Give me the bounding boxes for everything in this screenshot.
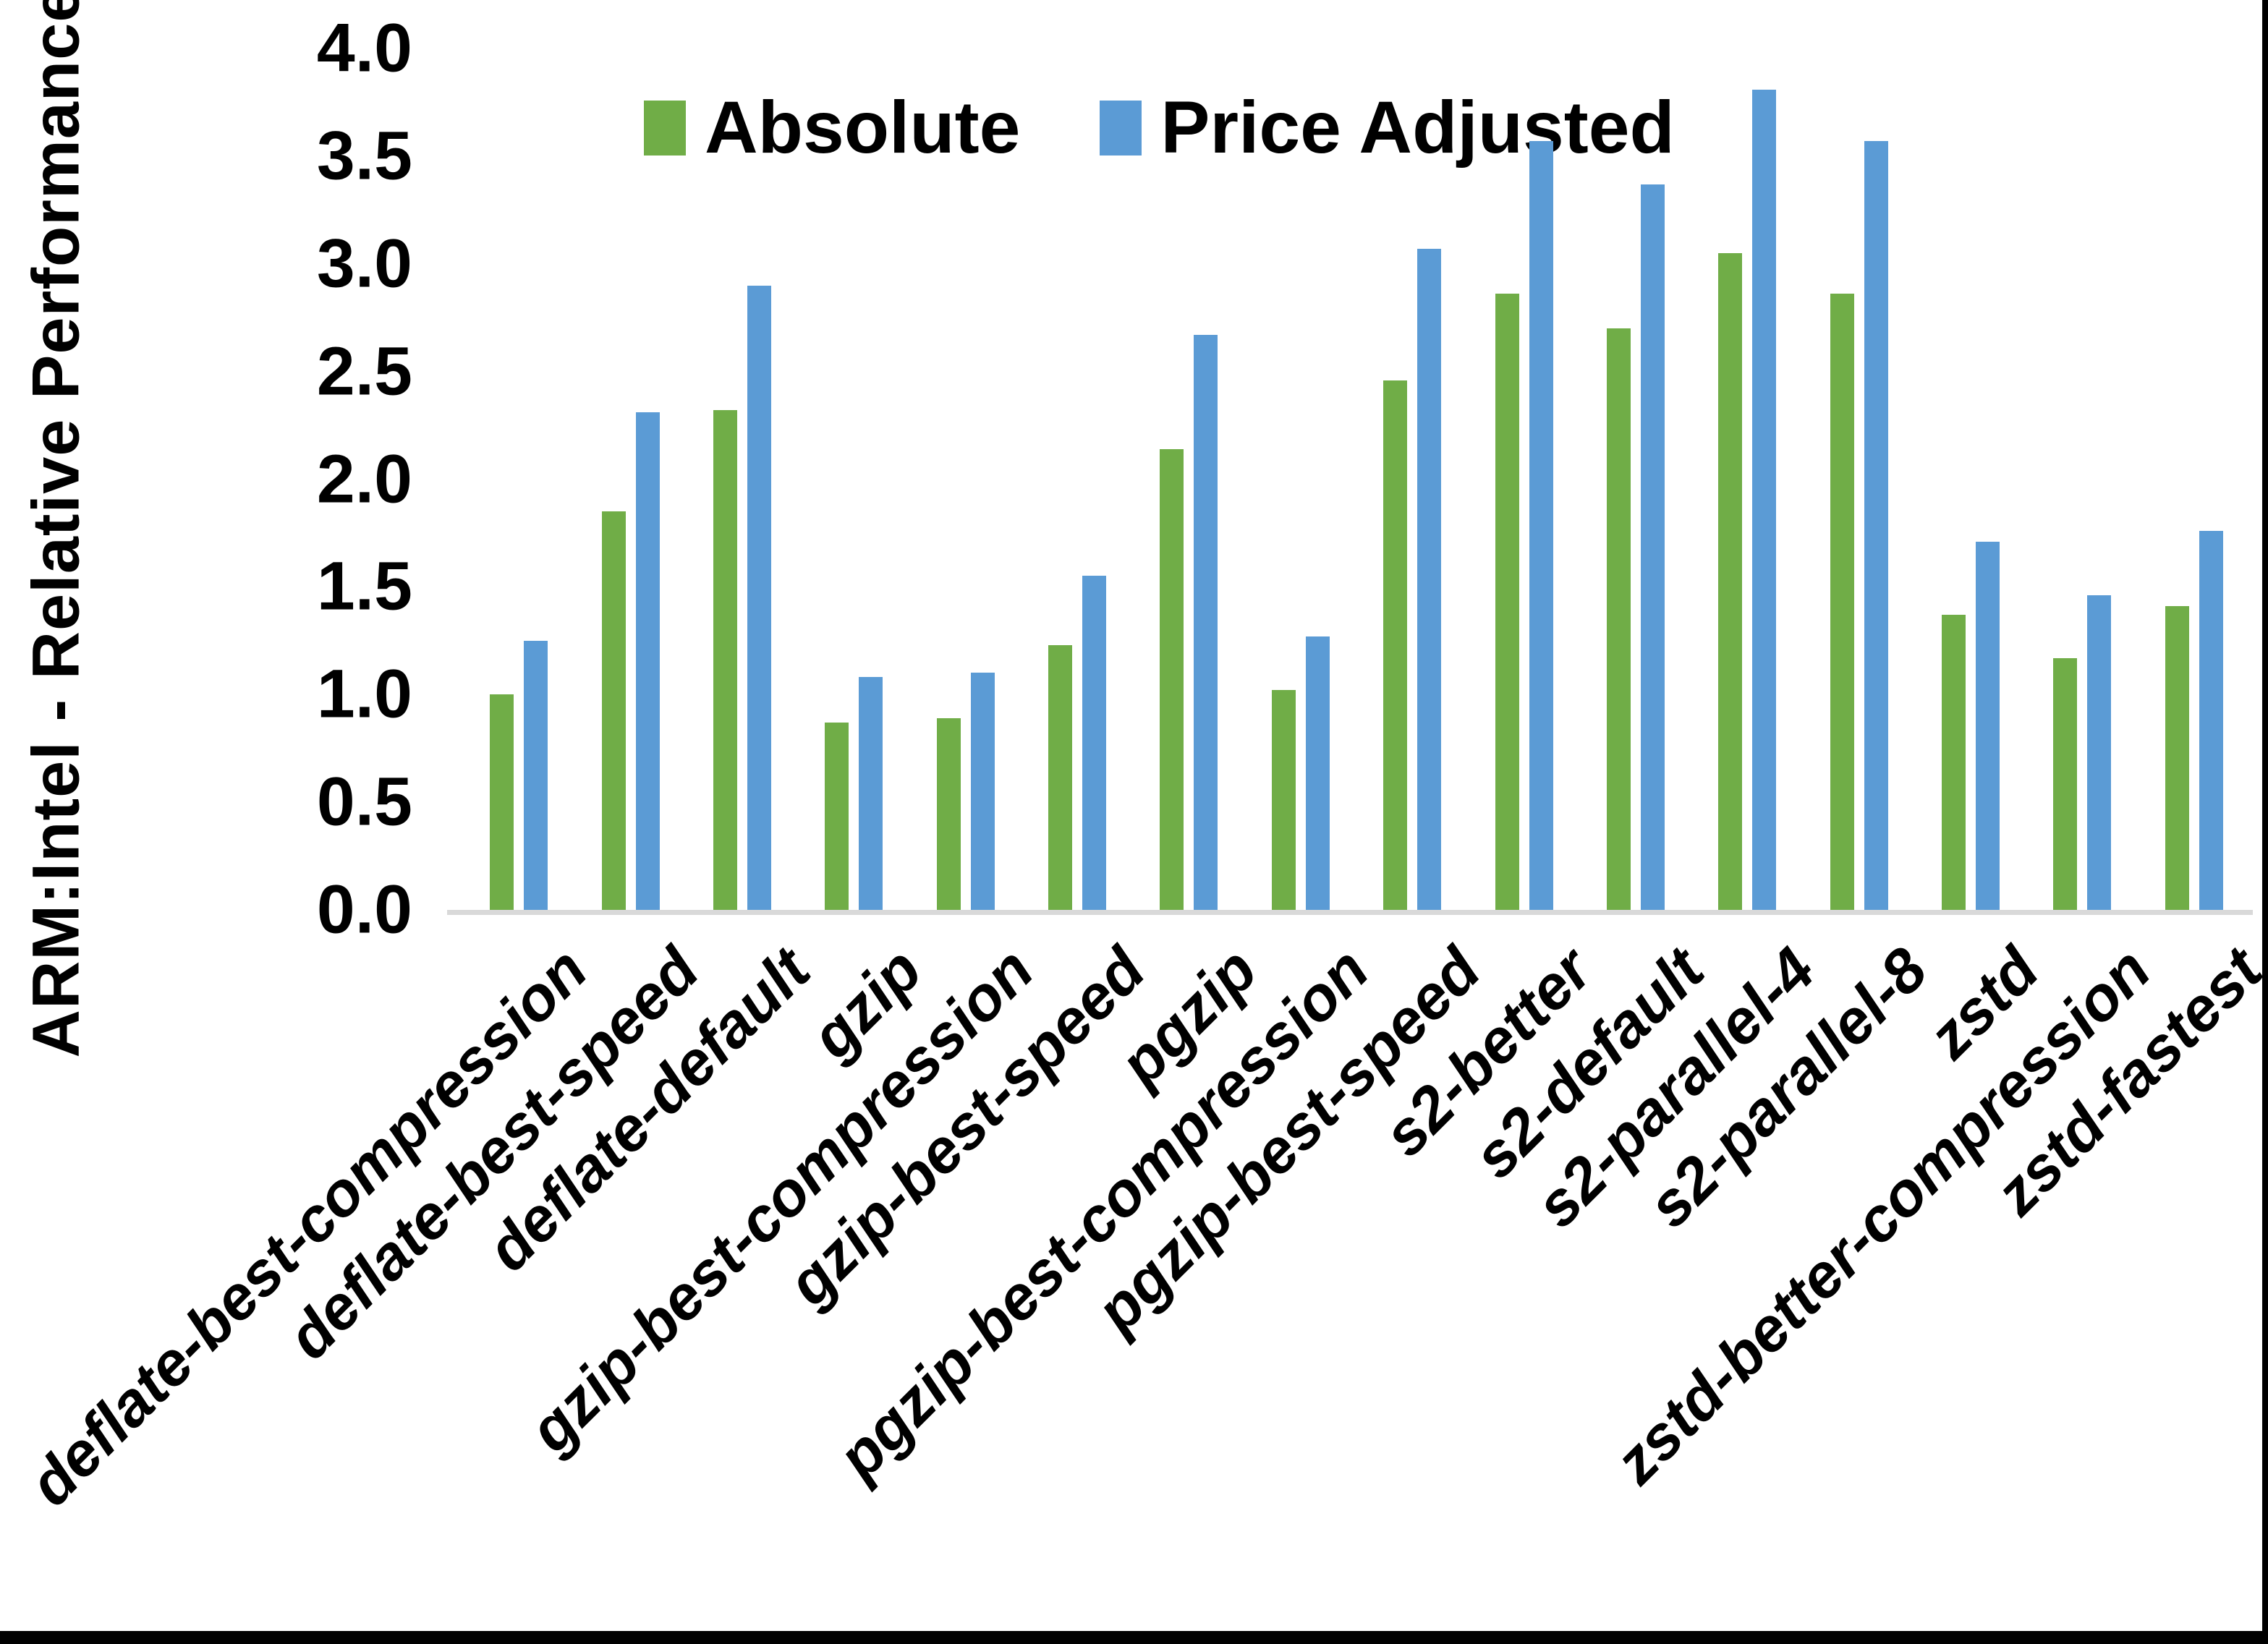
y-tick-label-2.5: 2.5 xyxy=(316,333,412,410)
bar-absolute-s2-parallel-8 xyxy=(1830,294,1854,910)
bar-price-adjusted-pgzip-best-compression xyxy=(1305,636,1330,910)
bar-absolute-pgzip-best-compression xyxy=(1271,690,1296,910)
bar-absolute-s2-parallel-4 xyxy=(1718,252,1743,910)
bar-absolute-pgzip-best-speed xyxy=(1383,380,1408,910)
bar-price-adjusted-zstd-better-compression xyxy=(2087,595,2112,910)
bar-absolute-zstd-better-compression xyxy=(2053,657,2078,910)
bar-absolute-s2-default xyxy=(1606,328,1631,910)
legend-swatch-price-adjusted xyxy=(1100,100,1142,156)
bar-price-adjusted-deflate-best-speed xyxy=(635,412,660,910)
legend-item-absolute: Absolute xyxy=(644,85,1020,170)
legend: Absolute Price Adjusted xyxy=(644,85,1675,170)
y-tick-label-1.0: 1.0 xyxy=(316,655,412,733)
bar-absolute-deflate-default xyxy=(713,410,737,910)
legend-swatch-absolute xyxy=(644,100,686,156)
y-tick-label-3.5: 3.5 xyxy=(316,117,412,195)
bar-absolute-deflate-best-speed xyxy=(601,511,626,910)
y-tick-label-4.0: 4.0 xyxy=(316,9,412,87)
y-tick-label-0.5: 0.5 xyxy=(316,763,412,840)
bar-absolute-zstd-fastest xyxy=(2165,606,2189,910)
bar-price-adjusted-gzip xyxy=(859,677,883,910)
bar-price-adjusted-deflate-best-compression xyxy=(524,640,548,910)
bar-price-adjusted-gzip-best-speed xyxy=(1082,576,1107,910)
bar-price-adjusted-s2-parallel-8 xyxy=(1864,141,1888,910)
page-border-bottom xyxy=(0,1631,2268,1644)
bar-absolute-gzip xyxy=(825,722,849,910)
y-tick-label-3.0: 3.0 xyxy=(316,225,412,302)
y-tick-label-1.5: 1.5 xyxy=(316,548,412,625)
legend-label-absolute: Absolute xyxy=(705,86,1021,169)
legend-item-price-adjusted: Price Adjusted xyxy=(1100,85,1675,170)
bar-price-adjusted-deflate-default xyxy=(747,285,771,910)
bar-price-adjusted-zstd-fastest xyxy=(2199,530,2223,910)
bar-price-adjusted-s2-parallel-4 xyxy=(1752,89,1777,910)
bar-price-adjusted-s2-default xyxy=(1640,184,1665,910)
bar-price-adjusted-s2-better xyxy=(1529,141,1553,910)
y-tick-label-2.0: 2.0 xyxy=(316,440,412,517)
bar-absolute-deflate-best-compression xyxy=(490,694,514,910)
bar-absolute-s2-better xyxy=(1495,294,1519,910)
bar-absolute-zstd xyxy=(1942,615,1966,910)
x-axis-line xyxy=(447,910,2253,915)
bar-absolute-gzip-best-speed xyxy=(1048,644,1073,910)
page-border-right xyxy=(2262,0,2268,1644)
legend-label-price-adjusted: Price Adjusted xyxy=(1160,86,1675,169)
y-tick-label-0.0: 0.0 xyxy=(316,871,412,948)
bar-price-adjusted-zstd xyxy=(1976,541,2000,910)
bar-price-adjusted-pgzip-best-speed xyxy=(1417,248,1442,910)
bar-absolute-pgzip xyxy=(1160,448,1184,910)
bar-price-adjusted-pgzip xyxy=(1194,335,1218,910)
bar-absolute-gzip-best-compression xyxy=(936,718,961,910)
bar-price-adjusted-gzip-best-compression xyxy=(970,673,995,910)
